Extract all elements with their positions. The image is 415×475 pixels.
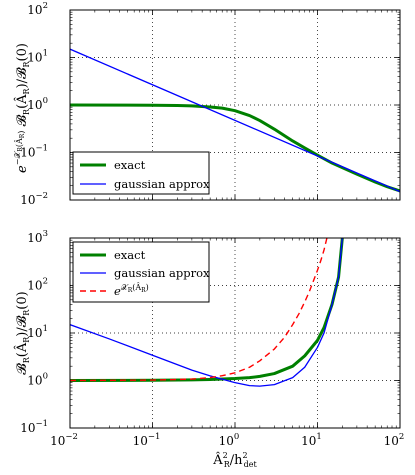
bottom-ytick-label: 100 — [27, 372, 48, 388]
top-legend-label-gaussian: gaussian approx — [114, 177, 210, 191]
top-legend-label-exact: exact — [114, 158, 146, 172]
bottom-xtick-label: 10−1 — [133, 432, 161, 448]
top-series-line-1 — [70, 48, 400, 193]
bottom-legend-label-exp: e𝒳R(ÂR) — [114, 283, 149, 298]
bottom-series-line-2 — [70, 238, 328, 382]
bottom-xtick-label: 100 — [219, 432, 240, 448]
top-legend-box — [72, 151, 210, 195]
bottom-legend-label-gaussian: gaussian approx — [114, 266, 210, 280]
top-ytick-label: 101 — [27, 49, 48, 65]
bottom-xtick-label: 102 — [384, 432, 405, 448]
bottom-series-line-1 — [70, 238, 343, 387]
bottom-legend-box — [72, 241, 210, 303]
top-ticks: 10−2 10−1 100 101 102 — [20, 1, 401, 207]
bottom-xtick-label: 101 — [301, 432, 322, 448]
top-axes-border — [69, 9, 401, 201]
bottom-xlabel: Â2 R/h2 det — [212, 451, 257, 469]
bottom-series — [70, 238, 344, 387]
top-ytick-label: 10−1 — [20, 144, 48, 160]
top-legend: exact gaussian approx — [72, 151, 210, 195]
bottom-ytick-label: 10−1 — [20, 419, 48, 435]
top-ylabel: e−𝒳R(ÂR) 𝓑R(ÂR)/𝓑R(0) — [13, 43, 31, 173]
bottom-xtick-label: 10−2 — [50, 432, 78, 448]
bottom-legend-label-exact: exact — [114, 248, 146, 262]
bottom-ylabel: 𝓑R(ÂR)/𝓑R(0) — [14, 291, 31, 374]
bottom-ytick-label: 103 — [27, 229, 48, 245]
top-ytick-label: 100 — [27, 96, 48, 112]
top-series — [70, 48, 400, 193]
bottom-axes-border — [69, 237, 401, 429]
bottom-legend: exact gaussian approx e𝒳R(ÂR) — [72, 241, 210, 303]
top-ytick-label: 10−2 — [20, 191, 48, 207]
top-ytick-label: 102 — [27, 1, 48, 17]
bottom-ytick-label: 102 — [27, 277, 48, 293]
top-series-line-0 — [70, 103, 400, 193]
bottom-ytick-label: 101 — [27, 324, 48, 340]
